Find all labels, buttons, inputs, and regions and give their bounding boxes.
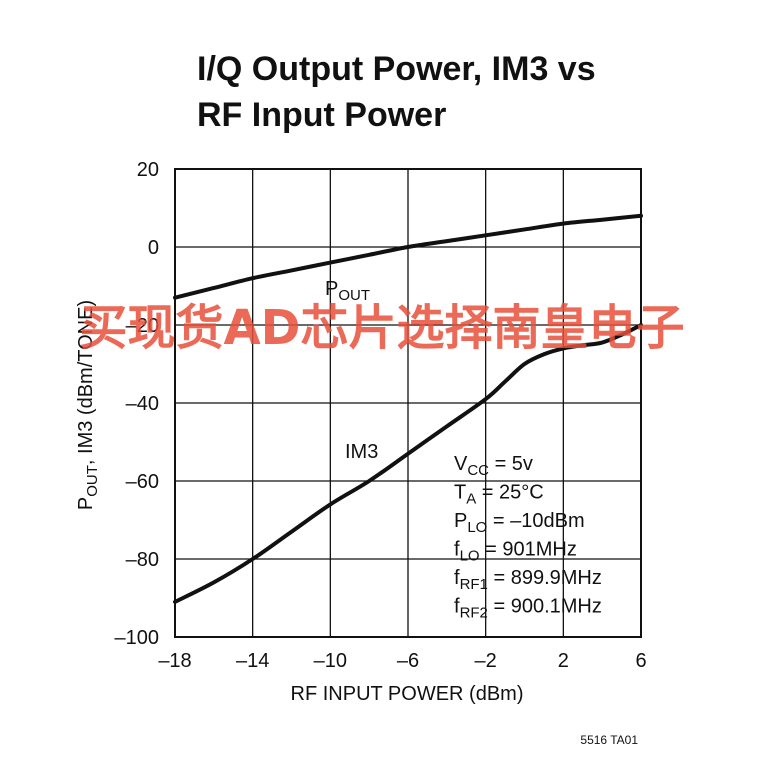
x-axis-ticks: –18 –14 –10 –6 –2 2 6 [158, 650, 646, 672]
condition-subscript: RF1 [460, 576, 488, 593]
condition-value: = –10dBm [487, 510, 584, 532]
condition-value: = 5v [489, 453, 533, 475]
condition-line: fRF2 = 900.1MHz [454, 596, 602, 622]
y-axis-ticks: 20 0 –20 –40 –60 –80 –100 [115, 159, 160, 649]
x-tick-label: –6 [397, 650, 419, 672]
watermark: 买现货AD芯片选择南皇电子 [80, 300, 685, 356]
condition-symbol: f [454, 596, 460, 618]
series-line-im3 [173, 323, 643, 604]
condition-subscript: A [466, 491, 476, 508]
y-axis-title-main: P [75, 497, 97, 510]
condition-symbol: f [454, 567, 460, 589]
series-line-pout [173, 213, 643, 300]
condition-line: PLO = –10dBm [454, 510, 585, 536]
plot-frame [174, 168, 642, 638]
chart-title: I/Q Output Power, IM3 vs RF Input Power [197, 50, 596, 134]
condition-line: TA = 25°C [454, 482, 544, 508]
y-tick-label: –60 [126, 471, 159, 493]
condition-value: = 25°C [476, 482, 543, 504]
condition-subscript: RF2 [460, 605, 488, 622]
condition-symbol: T [454, 482, 466, 504]
y-tick-label: 20 [137, 159, 159, 181]
x-tick-label: 2 [558, 650, 569, 672]
condition-line: fLO = 901MHz [454, 539, 577, 565]
y-axis-title-sub: OUT [84, 465, 101, 497]
condition-subscript: LO [460, 548, 480, 565]
condition-subscript: CC [467, 462, 489, 479]
condition-subscript: LO [467, 519, 487, 536]
chart-title-line-2: RF Input Power [197, 96, 446, 134]
condition-value: = 900.1MHz [488, 596, 602, 618]
im3-label: IM3 [345, 441, 378, 463]
condition-line: VCC = 5v [454, 453, 533, 479]
y-tick-label: –80 [126, 549, 159, 571]
figure-id: 5516 TA01 [580, 733, 638, 747]
x-tick-label: –2 [475, 650, 497, 672]
x-tick-label: –10 [314, 650, 347, 672]
x-tick-label: –14 [236, 650, 269, 672]
chart-title-line-1: I/Q Output Power, IM3 vs [197, 50, 596, 88]
condition-symbol: P [454, 510, 467, 532]
pout-label-main: P [325, 278, 338, 300]
condition-symbol: f [454, 539, 460, 561]
pout-label-sub: OUT [338, 287, 370, 304]
y-tick-label: 0 [148, 237, 159, 259]
y-axis-title: POUT, IM3 (dBm/TONE) [75, 300, 101, 510]
y-tick-label: –100 [115, 627, 160, 649]
y-tick-label: –40 [126, 393, 159, 415]
series [173, 213, 643, 604]
condition-line: fRF1 = 899.9MHz [454, 567, 602, 593]
x-tick-label: –18 [158, 650, 191, 672]
pout-label: POUT [325, 278, 370, 304]
condition-value: = 901MHz [480, 539, 577, 561]
y-axis-title-rest: , IM3 (dBm/TONE) [75, 300, 97, 465]
x-axis-title: RF INPUT POWER (dBm) [291, 683, 524, 705]
y-tick-label: –20 [126, 315, 159, 337]
condition-symbol: V [454, 453, 468, 475]
x-tick-label: 6 [635, 650, 646, 672]
condition-value: = 899.9MHz [488, 567, 602, 589]
